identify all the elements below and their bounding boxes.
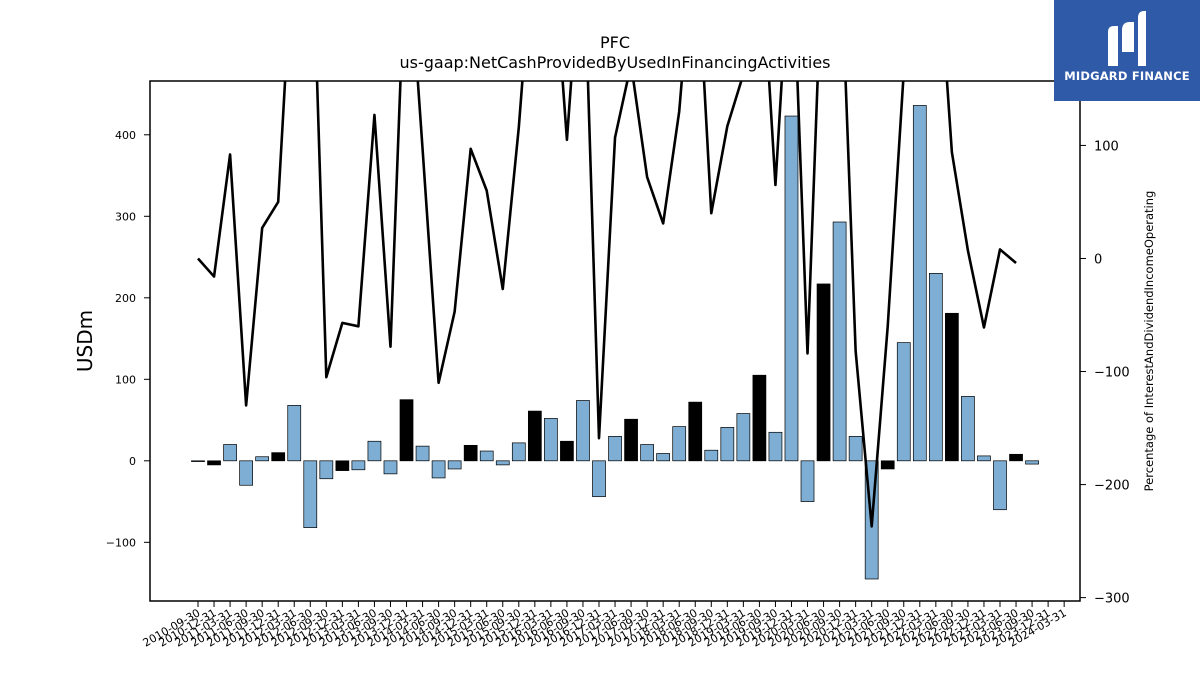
- bar: [527, 410, 542, 462]
- bar: [463, 444, 478, 462]
- bar: [608, 436, 622, 462]
- bar: [768, 431, 783, 462]
- bar: [816, 283, 831, 462]
- y-right-tick-label: −100: [1094, 366, 1130, 381]
- bar: [271, 452, 286, 462]
- bar: [447, 460, 462, 470]
- bar: [335, 460, 350, 471]
- logo-mark-icon: [1108, 11, 1146, 66]
- bar: [576, 400, 590, 462]
- bar: [255, 456, 270, 462]
- right-axis: −300 −200 −100 0 100: [1080, 139, 1130, 607]
- bar: [800, 460, 815, 502]
- left-axis: −100 0 100 200 300 400: [106, 129, 150, 549]
- brand-logo: MIDGARD FINANCE: [1054, 0, 1200, 101]
- bar: [431, 460, 446, 479]
- bar: [993, 460, 1007, 511]
- y-right-tick-label: 0: [1094, 252, 1102, 267]
- y-tick-label: 100: [115, 373, 136, 386]
- bar: [1009, 453, 1023, 462]
- bar: [415, 445, 430, 462]
- bars-layer: [191, 105, 1039, 580]
- bar: [784, 115, 799, 462]
- bar: [544, 418, 558, 462]
- y-axis-right-label: Percentage of InterestAndDividendIncomeO…: [1142, 191, 1156, 492]
- y-tick-label: −100: [106, 536, 136, 549]
- bar: [880, 460, 895, 470]
- brand-logo-text: MIDGARD FINANCE: [1064, 69, 1190, 83]
- bar: [945, 312, 959, 462]
- bar: [752, 374, 767, 462]
- bar: [191, 460, 205, 462]
- bar: [928, 273, 943, 462]
- bar: [479, 450, 494, 462]
- line-layer: [197, 81, 1017, 528]
- bar: [656, 453, 671, 462]
- bar: [704, 449, 719, 462]
- y-right-tick-label: −200: [1094, 479, 1130, 494]
- bar: [383, 460, 398, 475]
- y-tick-label: 200: [115, 292, 136, 305]
- bar: [399, 399, 414, 462]
- bar: [560, 440, 574, 462]
- chart-subtitle: us-gaap:NetCashProvidedByUsedInFinancing…: [399, 53, 830, 72]
- bar: [624, 418, 638, 462]
- bar: [912, 105, 927, 462]
- bar: [848, 436, 863, 462]
- bar: [592, 460, 606, 498]
- bar: [239, 460, 253, 486]
- bar: [319, 460, 334, 480]
- bar: [961, 396, 975, 462]
- bar: [511, 442, 526, 462]
- bar: [720, 427, 735, 462]
- y-tick-label: 300: [115, 210, 136, 223]
- bar: [223, 444, 237, 462]
- x-axis: 2010-09-302010-12-312011-03-312011-06-30…: [141, 601, 1069, 650]
- bar: [736, 413, 751, 462]
- bar: [640, 444, 654, 462]
- bar: [896, 342, 911, 462]
- y-axis-label: USDm: [73, 310, 97, 372]
- y-tick-label: 0: [129, 455, 136, 468]
- chart-title: PFC: [600, 33, 630, 52]
- y-tick-label: 400: [115, 129, 136, 142]
- bar: [977, 455, 991, 462]
- bar: [367, 440, 382, 462]
- bar: [688, 401, 703, 462]
- y-right-tick-label: 100: [1094, 139, 1119, 154]
- bar: [672, 426, 687, 462]
- bar: [303, 460, 318, 528]
- series-line: [197, 81, 1017, 528]
- bar: [832, 221, 847, 462]
- bar: [287, 405, 302, 462]
- y-right-tick-label: −300: [1094, 592, 1130, 607]
- bar: [351, 460, 366, 471]
- bar: [495, 460, 510, 466]
- bar: [207, 460, 221, 466]
- bar: [1025, 460, 1039, 465]
